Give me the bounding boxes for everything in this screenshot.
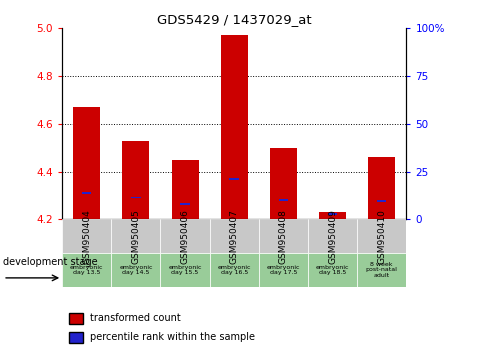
FancyBboxPatch shape: [69, 332, 83, 343]
FancyBboxPatch shape: [111, 253, 161, 287]
FancyBboxPatch shape: [161, 253, 210, 287]
FancyBboxPatch shape: [161, 219, 210, 253]
Bar: [82, 192, 91, 194]
Text: GSM950404: GSM950404: [82, 209, 91, 264]
Bar: [221, 35, 248, 219]
Text: embryonic
day 15.5: embryonic day 15.5: [168, 264, 202, 275]
Text: GSM950408: GSM950408: [279, 209, 288, 264]
Text: GSM950410: GSM950410: [377, 209, 386, 264]
Text: percentile rank within the sample: percentile rank within the sample: [90, 332, 255, 342]
Text: development stage: development stage: [3, 257, 98, 267]
Bar: [270, 148, 297, 219]
FancyBboxPatch shape: [111, 219, 161, 253]
FancyBboxPatch shape: [210, 253, 259, 287]
FancyBboxPatch shape: [308, 253, 357, 287]
Bar: [279, 199, 288, 201]
FancyBboxPatch shape: [210, 219, 259, 253]
Text: GSM950407: GSM950407: [230, 209, 239, 264]
Bar: [131, 196, 141, 199]
Title: GDS5429 / 1437029_at: GDS5429 / 1437029_at: [157, 13, 312, 26]
Bar: [172, 160, 198, 219]
Bar: [328, 213, 337, 215]
Text: GSM950405: GSM950405: [131, 209, 141, 264]
Bar: [229, 178, 239, 180]
Text: transformed count: transformed count: [90, 313, 180, 323]
FancyBboxPatch shape: [357, 253, 406, 287]
Text: embryonic
day 17.5: embryonic day 17.5: [267, 264, 300, 275]
Bar: [368, 157, 395, 219]
Text: embryonic
day 16.5: embryonic day 16.5: [217, 264, 251, 275]
Text: embryonic
day 13.5: embryonic day 13.5: [70, 264, 103, 275]
Text: embryonic
day 18.5: embryonic day 18.5: [316, 264, 349, 275]
Text: embryonic
day 14.5: embryonic day 14.5: [119, 264, 152, 275]
Text: 8 week
post-natal
adult: 8 week post-natal adult: [366, 262, 398, 278]
Bar: [377, 200, 386, 202]
FancyBboxPatch shape: [357, 219, 406, 253]
Bar: [319, 212, 346, 219]
FancyBboxPatch shape: [62, 253, 111, 287]
Text: GSM950406: GSM950406: [181, 209, 190, 264]
Text: GSM950409: GSM950409: [328, 209, 337, 264]
FancyBboxPatch shape: [259, 219, 308, 253]
FancyBboxPatch shape: [259, 253, 308, 287]
FancyBboxPatch shape: [69, 313, 83, 324]
Bar: [73, 107, 100, 219]
Bar: [180, 203, 190, 205]
FancyBboxPatch shape: [62, 219, 111, 253]
Bar: [122, 141, 150, 219]
FancyBboxPatch shape: [308, 219, 357, 253]
